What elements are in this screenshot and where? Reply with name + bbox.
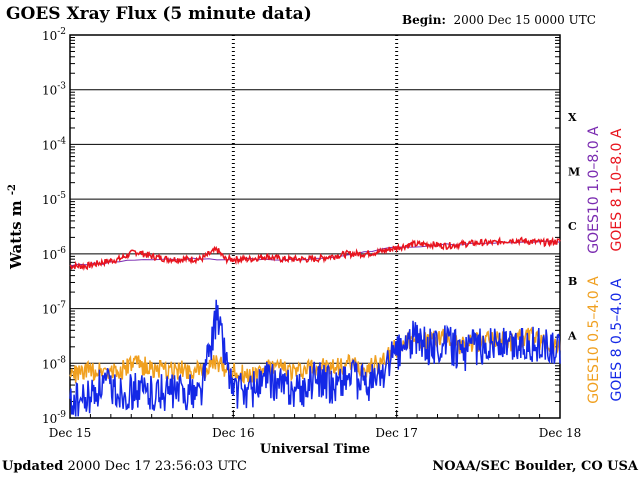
flare-class-label: A — [567, 330, 577, 343]
x-axis-label: Universal Time — [260, 442, 370, 457]
y-tick-label: 10-8 — [42, 355, 66, 371]
series-line-0 — [69, 236, 561, 272]
credit-line: NOAA/SEC Boulder, CO USA — [432, 459, 638, 474]
flare-class-label: C — [568, 220, 577, 233]
flare-class-label: B — [568, 275, 577, 288]
y-tick-label: 10-6 — [42, 246, 66, 262]
x-tick-label: Dec 16 — [212, 426, 255, 440]
x-tick-label: Dec 18 — [539, 426, 582, 440]
x-tick-label: Dec 15 — [49, 426, 92, 440]
legend-entry: GOES 8 0.5–4.0 A — [609, 278, 625, 401]
flare-class-label: X — [568, 111, 577, 124]
y-tick-label: 10-5 — [42, 191, 66, 207]
updated-time: Updated 2000 Dec 17 23:56:03 UTC — [2, 459, 247, 474]
plot-frame — [69, 34, 561, 419]
begin-value: 2000 Dec 15 0000 UTC — [453, 13, 596, 27]
x-tick-label: Dec 17 — [375, 426, 418, 440]
y-tick-label: 10-2 — [42, 27, 66, 43]
begin-label: Begin: — [402, 13, 446, 27]
updated-label: Updated — [2, 459, 64, 474]
y-tick-label: 10-7 — [42, 301, 66, 317]
legend-entry: GOES10 1.0–8.0 A — [586, 126, 602, 254]
updated-value: 2000 Dec 17 23:56:03 UTC — [67, 459, 247, 474]
legend-entry: GOES 8 1.0–8.0 A — [609, 128, 625, 251]
y-tick-label: 10-9 — [42, 410, 66, 426]
y-tick-label: 10-4 — [42, 136, 66, 152]
y-axis-label: Watts m -2 — [7, 184, 25, 270]
series-line-3 — [69, 299, 561, 417]
flare-class-label: M — [568, 166, 580, 179]
y-tick-label: 10-3 — [42, 82, 66, 98]
legend-entry: GOES10 0.5–4.0 A — [586, 276, 602, 404]
chart-title: GOES Xray Flux (5 minute data) — [6, 4, 312, 24]
begin-time: Begin: 2000 Dec 15 0000 UTC — [402, 13, 596, 27]
